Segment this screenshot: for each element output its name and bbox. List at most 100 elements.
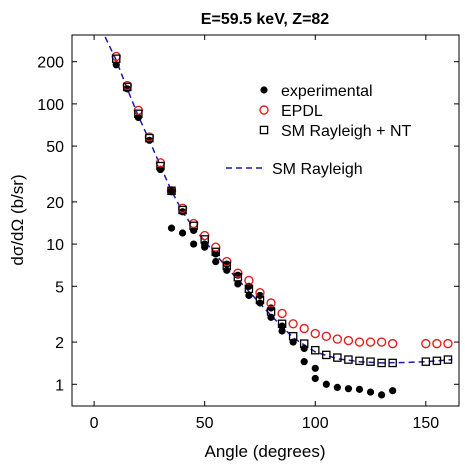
data-point bbox=[311, 364, 319, 372]
data-point bbox=[355, 385, 364, 393]
data-point bbox=[333, 383, 341, 392]
y-tick-label: 20 bbox=[46, 195, 64, 212]
data-point bbox=[234, 280, 242, 288]
series-experimental bbox=[112, 61, 397, 399]
legend-item: SM Rayleigh + NT bbox=[259, 123, 411, 140]
legend-label: experimental bbox=[281, 83, 373, 100]
data-point bbox=[167, 224, 176, 232]
plot-area bbox=[104, 36, 453, 399]
data-point bbox=[421, 357, 431, 366]
chart-title: E=59.5 keV, Z=82 bbox=[201, 11, 330, 28]
data-point bbox=[201, 243, 209, 251]
data-point bbox=[244, 284, 254, 294]
data-point bbox=[266, 298, 276, 308]
data-point bbox=[344, 355, 353, 364]
data-point bbox=[134, 109, 143, 119]
legend-swatch bbox=[259, 125, 269, 135]
data-point bbox=[299, 323, 309, 334]
data-point bbox=[376, 337, 387, 347]
legend-item: EPDL bbox=[259, 103, 323, 120]
data-point bbox=[123, 82, 132, 92]
data-point bbox=[189, 221, 198, 231]
data-point bbox=[167, 186, 176, 196]
data-point bbox=[432, 356, 442, 366]
legend-label: SM Rayleigh + NT bbox=[281, 123, 411, 140]
data-point bbox=[299, 339, 309, 348]
data-point bbox=[387, 338, 398, 349]
data-point bbox=[311, 374, 319, 383]
data-point bbox=[322, 380, 330, 388]
data-point bbox=[156, 161, 165, 171]
data-point bbox=[212, 258, 220, 266]
legend-label: EPDL bbox=[281, 103, 323, 120]
data-point bbox=[190, 226, 198, 235]
data-point bbox=[366, 357, 375, 366]
data-point bbox=[388, 358, 397, 368]
legend-item: SM Rayleigh bbox=[226, 161, 363, 178]
data-point bbox=[365, 337, 376, 347]
data-point bbox=[277, 319, 287, 329]
x-tick-label: 100 bbox=[302, 415, 329, 432]
legend: experimental EPDL SM Rayleigh + NT SM Rayle… bbox=[226, 83, 411, 178]
data-point bbox=[432, 338, 442, 349]
data-point bbox=[377, 358, 386, 368]
data-point bbox=[310, 328, 320, 339]
data-point bbox=[256, 291, 264, 300]
data-point bbox=[222, 261, 232, 271]
y-tick-label: 50 bbox=[46, 139, 64, 156]
data-point bbox=[322, 350, 331, 360]
data-point bbox=[311, 345, 320, 355]
y-tick-label: 2 bbox=[55, 335, 64, 352]
series-sm-rayleigh-nt bbox=[111, 54, 453, 368]
data-point bbox=[178, 205, 187, 215]
legend-swatch bbox=[259, 105, 269, 115]
data-point bbox=[443, 355, 453, 364]
data-point bbox=[333, 353, 342, 362]
data-point bbox=[378, 391, 386, 399]
y-tick-label: 200 bbox=[37, 55, 64, 72]
data-point bbox=[366, 388, 375, 396]
data-point bbox=[344, 385, 353, 393]
data-point bbox=[145, 133, 154, 143]
data-point bbox=[112, 61, 120, 69]
data-point bbox=[277, 308, 287, 319]
data-point bbox=[266, 307, 276, 316]
x-tick-label: 50 bbox=[196, 415, 214, 432]
x-tick-label: 0 bbox=[90, 415, 99, 432]
data-point bbox=[354, 337, 365, 347]
data-point bbox=[300, 358, 308, 366]
data-point bbox=[233, 273, 243, 282]
data-point bbox=[245, 291, 253, 300]
data-point bbox=[278, 327, 286, 335]
y-tick-label: 1 bbox=[55, 377, 64, 394]
data-point bbox=[321, 331, 332, 341]
data-point bbox=[167, 187, 176, 195]
data-point bbox=[355, 356, 364, 366]
data-point bbox=[288, 332, 298, 341]
legend-swatch bbox=[260, 86, 268, 94]
y-tick-label: 5 bbox=[55, 279, 64, 296]
data-point bbox=[178, 229, 187, 237]
data-point bbox=[211, 247, 220, 257]
data-point bbox=[255, 295, 265, 305]
y-tick-label: 100 bbox=[37, 97, 64, 114]
plot-frame bbox=[71, 34, 460, 407]
data-point bbox=[223, 266, 231, 274]
data-point bbox=[332, 334, 343, 344]
data-point bbox=[244, 275, 254, 286]
data-point bbox=[343, 335, 354, 346]
data-point bbox=[389, 387, 397, 395]
data-point bbox=[200, 235, 209, 244]
data-point bbox=[111, 54, 121, 63]
data-point bbox=[211, 242, 221, 252]
axis-ticks: 0 50 100 150 1 2 5 10 20 50 100 200 bbox=[37, 35, 459, 432]
data-point bbox=[443, 338, 453, 349]
x-tick-label: 150 bbox=[412, 415, 439, 432]
y-tick-label: 10 bbox=[46, 237, 64, 254]
data-point bbox=[421, 338, 431, 349]
legend-item: experimental bbox=[260, 83, 373, 100]
data-point bbox=[288, 319, 298, 329]
data-point bbox=[300, 344, 308, 353]
legend-label: SM Rayleigh bbox=[272, 161, 363, 178]
